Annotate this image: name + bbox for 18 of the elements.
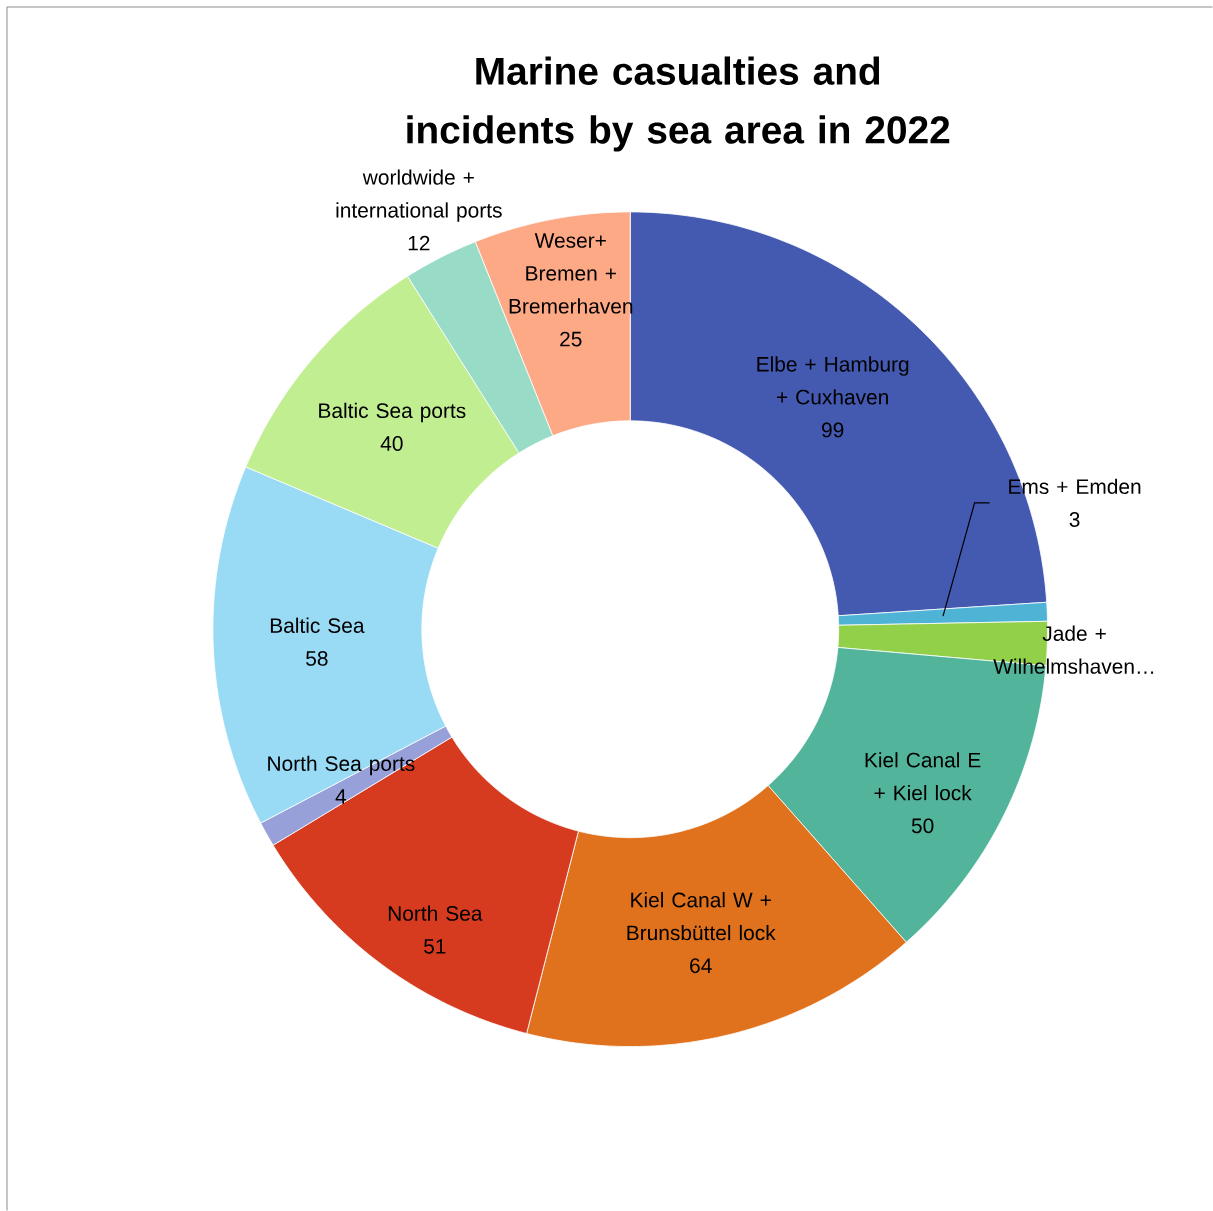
data-label: 25 [560, 331, 582, 347]
slice-label: Kiel Canal E + Kiel lock [865, 752, 981, 801]
data-label: 3 [1069, 512, 1080, 527]
data-label: 50 [911, 818, 934, 834]
data-label: 4 [335, 789, 347, 804]
slice-label: Baltic Sea ports [319, 402, 466, 423]
data-label: 40 [380, 436, 403, 451]
slice-label: worldwide + international ports [336, 169, 502, 222]
chart-title: Marine casualties and incidents by sea area in 2022 [407, 56, 950, 152]
slice-label: Baltic Sea [270, 617, 365, 633]
data-label: 51 [424, 939, 446, 954]
slice-label: Kiel Canal W + Brunsbüttel lock [627, 892, 776, 941]
data-label: 64 [690, 958, 712, 974]
data-label: 58 [306, 651, 328, 666]
slice-label: Elbe + Hamburg + Cuxhaven [757, 356, 909, 405]
data-label: 12 [408, 235, 430, 251]
data-label: 99 [822, 422, 844, 438]
slice-label: North Sea [388, 905, 483, 921]
